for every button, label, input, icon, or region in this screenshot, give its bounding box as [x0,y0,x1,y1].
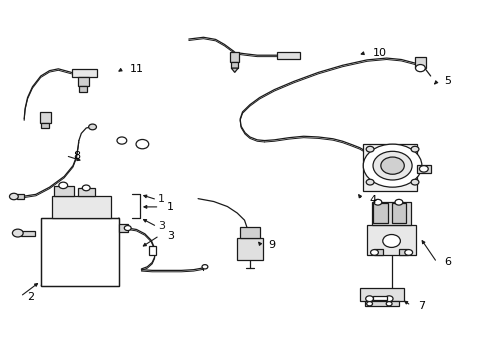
Circle shape [363,144,422,187]
Bar [417,165,431,173]
Bar [41,218,119,286]
Circle shape [419,166,428,172]
Bar [79,86,87,92]
Text: 4: 4 [369,195,377,205]
Bar [54,186,74,196]
Text: 9: 9 [269,240,275,250]
Bar [72,69,97,77]
Circle shape [366,296,373,302]
Circle shape [373,151,412,180]
Bar [372,202,411,225]
Text: 11: 11 [130,64,144,74]
Bar [41,218,119,286]
Text: 1: 1 [167,202,174,212]
Text: 3: 3 [167,231,174,240]
Circle shape [59,182,68,189]
Bar [230,52,239,62]
Circle shape [124,226,131,230]
Bar [231,62,238,68]
Bar [240,227,260,238]
Circle shape [366,146,374,152]
Circle shape [89,124,97,130]
Circle shape [395,199,403,205]
Bar [41,123,49,128]
Circle shape [374,199,382,205]
Circle shape [383,234,400,247]
Bar [277,51,300,59]
Text: 6: 6 [444,257,451,267]
Circle shape [9,193,18,200]
Circle shape [385,296,393,302]
Bar [399,249,408,255]
Bar [21,230,35,235]
Circle shape [411,179,419,185]
Text: 8: 8 [73,150,80,161]
Circle shape [136,139,149,149]
Circle shape [386,302,392,306]
Circle shape [82,185,90,191]
Circle shape [367,302,372,306]
Circle shape [12,229,23,237]
Bar [415,57,426,68]
Bar [52,196,111,218]
Circle shape [202,265,208,269]
Text: 2: 2 [27,292,35,302]
Text: 7: 7 [418,301,426,311]
Circle shape [416,64,425,72]
Polygon shape [17,194,24,199]
Text: 10: 10 [373,48,387,58]
Bar [40,112,50,123]
Bar [119,224,128,232]
Circle shape [381,157,404,174]
Bar [360,288,404,301]
Bar [392,203,406,223]
Circle shape [370,249,378,255]
Bar [374,249,383,255]
Text: 1: 1 [158,194,165,204]
Bar [365,301,399,306]
Bar [373,203,388,223]
Text: 5: 5 [444,76,451,86]
Bar [373,296,387,300]
Bar [237,238,263,260]
Circle shape [366,179,374,185]
Polygon shape [231,68,238,72]
Circle shape [117,137,127,144]
Bar [78,188,95,196]
Bar [149,246,156,255]
Text: 3: 3 [158,221,165,231]
Bar [367,225,416,255]
Bar [78,77,89,86]
Circle shape [405,249,413,255]
Circle shape [411,146,419,152]
Bar [363,144,417,191]
